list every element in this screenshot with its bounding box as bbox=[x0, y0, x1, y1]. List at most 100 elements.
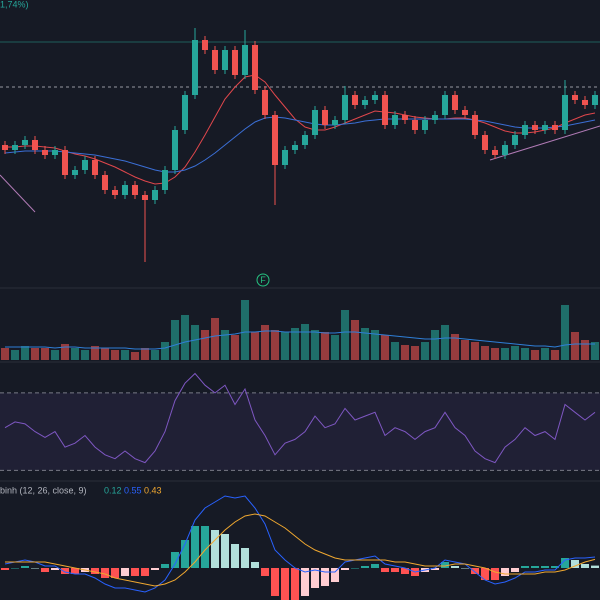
volume-bar bbox=[421, 342, 429, 360]
macd-histogram-bar bbox=[571, 560, 579, 568]
macd-line bbox=[4, 495, 596, 593]
macd-histogram-bar bbox=[321, 568, 329, 586]
candle-body bbox=[282, 150, 288, 165]
macd-histogram-bar bbox=[31, 568, 39, 569]
macd-histogram-bar bbox=[201, 526, 209, 568]
macd-histogram-bar bbox=[41, 568, 49, 572]
volume-bar bbox=[61, 344, 69, 360]
volume-bar bbox=[261, 325, 269, 360]
volume-bar bbox=[11, 350, 19, 360]
volume-bar bbox=[521, 348, 529, 360]
macd-histogram-bar bbox=[301, 568, 309, 596]
candle-body bbox=[532, 125, 538, 130]
volume-bar bbox=[531, 350, 539, 360]
volume-bar bbox=[241, 300, 249, 360]
macd-histogram-bar bbox=[211, 530, 219, 568]
candle-body bbox=[62, 150, 68, 175]
candle-body bbox=[202, 40, 208, 50]
trend-line bbox=[0, 174, 36, 213]
volume-bar bbox=[201, 330, 209, 360]
volume-bar bbox=[291, 328, 299, 360]
macd-histogram-bar bbox=[121, 568, 129, 576]
macd-histogram-bar bbox=[461, 568, 469, 569]
volume-bar bbox=[101, 348, 109, 360]
macd-histogram-bar bbox=[501, 568, 509, 576]
volume-bar bbox=[71, 348, 79, 360]
moving-average bbox=[4, 116, 596, 173]
volume-bar bbox=[501, 348, 509, 360]
macd-histogram-bar bbox=[531, 566, 539, 568]
candle-body bbox=[102, 175, 108, 190]
candle-body bbox=[242, 45, 248, 75]
candle-body bbox=[52, 150, 58, 155]
candle-body bbox=[352, 95, 358, 105]
macd-histogram-bar bbox=[261, 568, 269, 576]
candle-body bbox=[82, 160, 88, 170]
volume-bar bbox=[581, 340, 589, 360]
macd-histogram-bar bbox=[291, 568, 299, 600]
macd-histogram-bar bbox=[561, 558, 569, 568]
volume-bar bbox=[251, 332, 259, 360]
moving-average bbox=[5, 74, 596, 185]
volume-bar bbox=[121, 350, 129, 360]
volume-bar bbox=[161, 342, 169, 360]
macd-histogram-bar bbox=[521, 566, 529, 568]
candle-body bbox=[22, 140, 28, 145]
macd-histogram-bar bbox=[351, 568, 359, 569]
candle-body bbox=[512, 135, 518, 145]
volume-bar bbox=[351, 320, 359, 360]
trend-line bbox=[489, 125, 600, 161]
macd-histogram-bar bbox=[171, 552, 179, 568]
candle-body bbox=[142, 195, 148, 200]
macd-histogram-bar bbox=[471, 568, 479, 574]
volume-bar bbox=[481, 346, 489, 360]
macd-histogram-bar bbox=[381, 568, 389, 572]
volume-bar bbox=[591, 342, 599, 360]
volume-bar bbox=[91, 346, 99, 360]
candle-body bbox=[312, 110, 318, 135]
candle-body bbox=[212, 50, 218, 70]
volume-bar bbox=[471, 342, 479, 360]
volume-bar bbox=[151, 350, 159, 360]
candle-body bbox=[472, 115, 478, 135]
candle-body bbox=[412, 120, 418, 130]
volume-bar bbox=[391, 342, 399, 360]
volume-bar bbox=[411, 346, 419, 360]
candle-body bbox=[32, 140, 38, 150]
volume-bar bbox=[191, 325, 199, 360]
macd-histogram-value: 0.12 bbox=[104, 485, 122, 495]
candle-body bbox=[2, 145, 8, 150]
candle-body bbox=[572, 95, 578, 100]
macd-histogram-bar bbox=[251, 562, 259, 568]
macd-histogram-bar bbox=[21, 566, 29, 568]
volume-bar bbox=[321, 332, 329, 360]
volume-bar bbox=[551, 350, 559, 360]
macd-histogram-bar bbox=[241, 548, 249, 568]
candle-body bbox=[132, 185, 138, 195]
volume-bar bbox=[301, 324, 309, 360]
candle-body bbox=[482, 135, 488, 150]
macd-histogram-bar bbox=[591, 565, 599, 568]
macd-histogram-bar bbox=[511, 568, 519, 572]
volume-bar bbox=[571, 332, 579, 360]
macd-histogram-bar bbox=[541, 566, 549, 568]
macd-histogram-bar bbox=[191, 526, 199, 568]
volume-bar bbox=[221, 330, 229, 360]
volume-bar bbox=[461, 340, 469, 360]
macd-title: binh (12, 26, close, 9) bbox=[0, 485, 87, 495]
macd-histogram-bar bbox=[341, 568, 349, 570]
volume-bar bbox=[431, 330, 439, 360]
candle-body bbox=[12, 145, 18, 150]
candle-body bbox=[342, 95, 348, 120]
candle-body bbox=[562, 95, 568, 130]
macd-histogram-bar bbox=[451, 566, 459, 568]
volume-bar bbox=[41, 348, 49, 360]
candle-body bbox=[232, 50, 238, 75]
candle-body bbox=[372, 95, 378, 100]
volume-bar bbox=[331, 335, 339, 360]
candle-body bbox=[192, 40, 198, 95]
candle-body bbox=[422, 120, 428, 130]
candle-body bbox=[452, 95, 458, 110]
candle-body bbox=[112, 190, 118, 195]
